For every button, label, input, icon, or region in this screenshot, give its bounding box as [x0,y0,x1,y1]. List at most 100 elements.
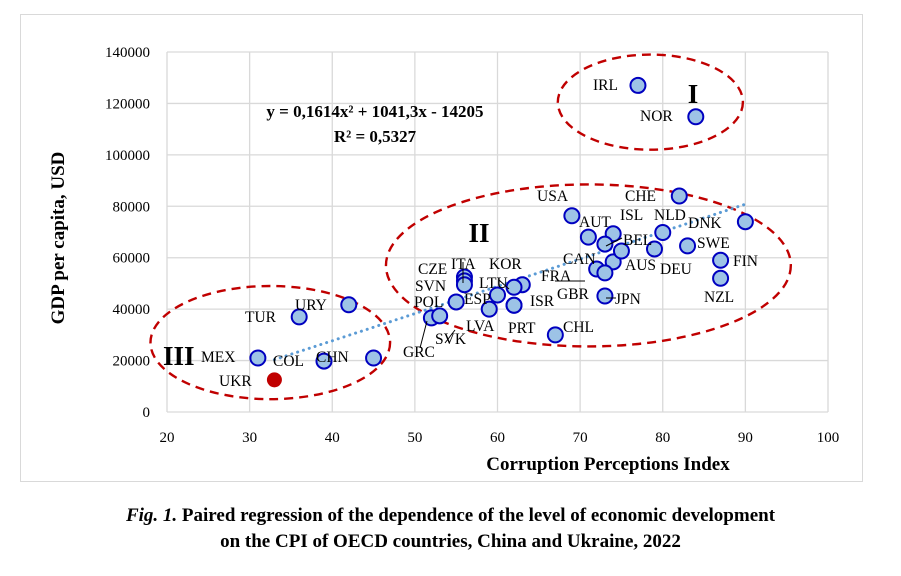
leader-line [419,320,428,349]
point-label-kor: KOR [489,256,522,273]
point-label-pol: POL [414,294,443,311]
point-dnk [736,213,754,231]
point-label-col: COL [273,353,304,370]
point-aus [612,242,630,260]
point-chl [546,326,564,344]
trend-r-squared: R² = 0,5327 [334,127,417,146]
x-tick-label: 50 [407,430,422,446]
point-label-jpn: JPN [615,291,641,308]
point-label-ukr: UKR [219,373,252,390]
point-tur [290,308,308,326]
group-ellipse-i [556,53,745,151]
point-label-ita: ITA [451,256,476,273]
point-label-isl: ISL [620,207,643,224]
group-label-ii: II [468,218,489,248]
point-label-mex: MEX [201,349,235,366]
y-tick-label: 120000 [105,96,150,112]
data-points [249,76,754,388]
axis-ticks: 0 20000 40000 60000 80000 100000 120000 140000 2… [105,45,839,446]
point-label-ury: URY [295,297,327,314]
group-label-i: I [688,79,699,109]
point-ury [340,296,358,314]
point-label-esp: ESP [464,291,491,308]
point-label-swe: SWE [697,235,730,252]
point-label-nld: NLD [654,207,686,224]
point-label-bel: BEL [623,232,652,249]
caption-prefix: Fig. 1. [125,505,178,526]
y-tick-label: 140000 [105,45,150,61]
y-tick-label: 0 [143,405,151,421]
point-nor [687,108,705,126]
point-label-svk: SVK [435,331,467,348]
y-tick-label: 80000 [113,199,151,215]
chart-frame [20,14,863,482]
point-prt [505,296,523,314]
point-label-nzl: NZL [704,289,734,306]
point-chn [365,349,383,367]
point-lva [480,300,498,318]
point-ukr [266,372,282,388]
point-label-cze: CZE [418,261,447,278]
point-label-usa: USA [537,188,569,205]
point-esp [489,286,506,304]
point-svk [431,307,449,325]
point-pol [447,293,465,311]
point-svn [455,276,473,294]
y-axis-title: GDP per capita, USD [48,152,69,325]
point-mex [249,349,267,367]
x-tick-label: 20 [160,430,175,446]
point-nzl [712,269,730,287]
point-label-svn: SVN [415,278,446,295]
point-label-can: CAN [563,251,596,268]
y-tick-label: 100000 [105,148,150,164]
point-label-nor: NOR [640,108,673,125]
leader-line [605,237,623,247]
point-fin [712,251,730,269]
point-usa [563,207,581,225]
group-label-iii: III [163,341,195,371]
point-label-deu: DEU [660,261,692,278]
point-label-dnk: DNK [688,215,722,232]
leader-line [444,329,456,344]
point-aut [579,228,597,246]
point-deu [645,240,663,258]
group-ellipse-iii [149,284,392,401]
point-ltu [505,278,523,296]
leader-line [498,279,510,290]
point-che [670,187,688,205]
point-label-aus: AUS [625,257,656,274]
y-tick-label: 20000 [113,354,151,370]
caption-line-2: on the CPI of OECD countries, China and … [220,531,681,552]
x-axis-title: Corruption Perceptions Index [486,454,730,475]
x-tick-label: 100 [817,430,840,446]
y-tick-label: 40000 [113,302,151,318]
y-tick-label: 60000 [113,251,151,267]
point-label-grc: GRC [403,344,435,361]
point-label-tur: TUR [245,309,277,326]
point-label-irl: IRL [593,77,618,94]
x-tick-label: 40 [325,430,340,446]
point-swe [679,237,697,255]
point-label-lva: LVA [466,318,495,335]
point-label-fin: FIN [733,253,758,270]
point-bel [596,235,614,253]
x-tick-label: 80 [655,430,670,446]
point-jpn [596,287,614,305]
trend-equation: y = 0,1614x² + 1041,3x - 14205 [266,102,483,121]
point-label-che: CHE [625,188,656,205]
point-col [315,352,333,370]
point-label-chl: CHL [563,319,594,336]
x-tick-label: 90 [738,430,753,446]
point-label-gbr: GBR [557,286,590,303]
point-irl [629,76,647,94]
group-ellipse-ii [384,183,793,348]
point-nld [654,224,672,242]
x-tick-label: 70 [573,430,588,446]
point-label-aut: AUT [579,214,611,231]
point-label-fra: FRA [541,268,572,285]
caption-line-1: Paired regression of the dependence of t… [181,505,776,526]
x-tick-label: 30 [242,430,257,446]
